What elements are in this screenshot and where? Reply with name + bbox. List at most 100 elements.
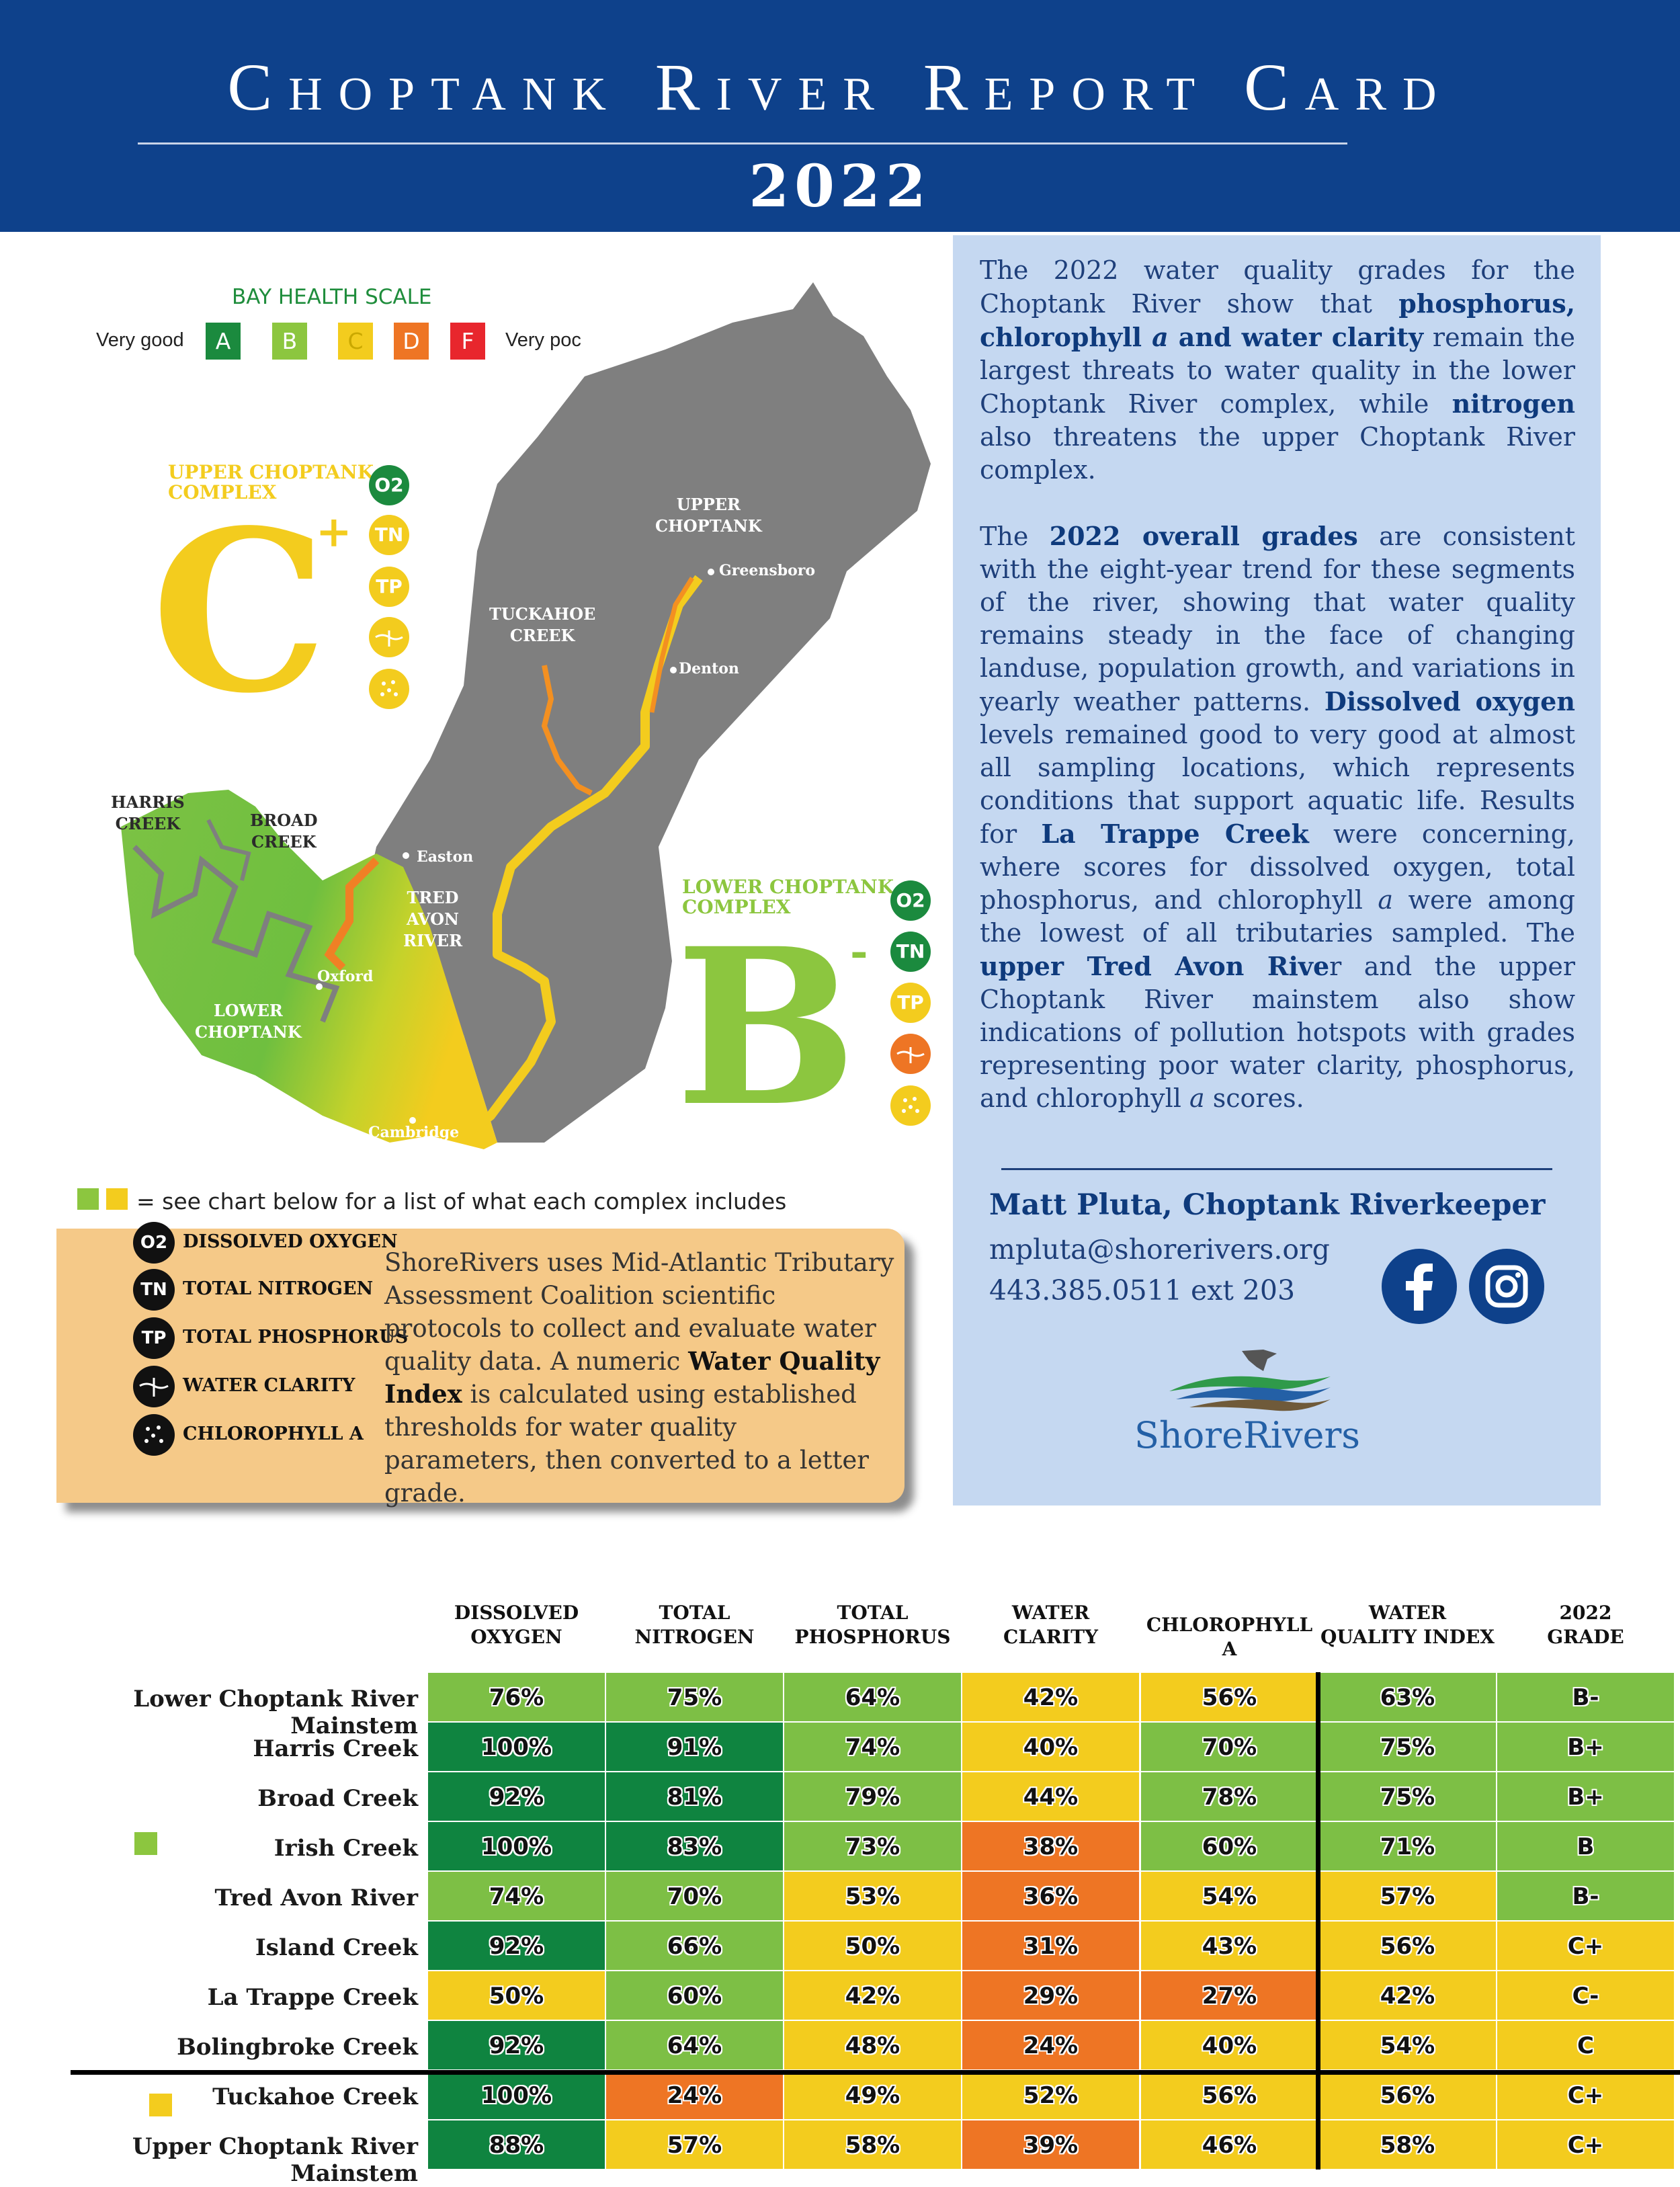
table-divider-horizontal (71, 2070, 1680, 2075)
table-lower-complex-swatch (134, 1832, 157, 1855)
table-cell: 60% (1140, 1821, 1318, 1871)
table-cell: 81% (605, 1772, 784, 1821)
table-cell: 42% (784, 1971, 962, 2020)
map-label-harris: HARRIS CREEK (111, 792, 185, 833)
shorerivers-logo-icon (1169, 1350, 1331, 1411)
watershed-map (121, 282, 931, 1149)
table-cell: 100% (427, 1722, 605, 1772)
contact-name: Matt Pluta, Choptank Riverkeeper (989, 1188, 1546, 1222)
tred-avon-river (324, 857, 380, 971)
legend-water-clarity-icon (133, 1366, 175, 1407)
lower-tp-icon: TP (890, 983, 931, 1023)
scale-title: BAY HEALTH SCALE (232, 285, 432, 309)
table-cell: 73% (784, 1821, 962, 1871)
table-cell: 48% (784, 2020, 962, 2070)
upper-chlorophyll-icon (369, 669, 409, 709)
lower-chlorophyll-icon (890, 1085, 931, 1126)
table-cell: 53% (784, 1871, 962, 1921)
scale-grade-c: C (338, 323, 373, 360)
table-cell: 36% (962, 1871, 1140, 1921)
table-cell: 92% (427, 1921, 605, 1971)
table-row-label: Tred Avon River (214, 1885, 418, 1911)
upper-water-clarity-icon (369, 617, 409, 657)
facebook-icon[interactable] (1382, 1249, 1457, 1324)
table-cell: 39% (962, 2120, 1140, 2170)
table-cell: 56% (1140, 1672, 1318, 1722)
table-cell: 31% (962, 1921, 1140, 1971)
legend-label-tp: TOTAL PHOSPHORUS (183, 1327, 409, 1348)
table-header-2: TOTAL PHOSPHORUS (794, 1602, 951, 1648)
choptank-river (460, 575, 703, 1140)
scale-grade-d: D (394, 323, 429, 360)
legend-label-clarity: WATER CLARITY (183, 1375, 355, 1396)
table-cell: 71% (1318, 1821, 1497, 1871)
table-cell: 50% (784, 1921, 962, 1971)
table-cell: 52% (962, 2070, 1140, 2120)
upper-complex-modifier: + (316, 507, 352, 557)
table-row-label: Upper Choptank River Mainstem (132, 2133, 418, 2187)
intro-paragraph-2: The 2022 overall grades are consistent w… (980, 521, 1575, 1113)
legend-description: ShoreRivers uses Mid-Atlantic Tributary … (384, 1248, 894, 1508)
table-cell: 74% (784, 1722, 962, 1772)
key-green-swatch (77, 1188, 99, 1210)
table-cell: 54% (1318, 2020, 1497, 2070)
legend-label-do: DISSOLVED OXYGEN (183, 1231, 398, 1252)
report-year: 2022 (749, 153, 931, 220)
table-header-5: WATER QUALITY INDEX (1320, 1602, 1495, 1648)
upper-o2-icon: O2 (369, 465, 409, 505)
table-row-label: Tuckahoe Creek (212, 2083, 418, 2110)
table-cell: 64% (605, 2020, 784, 2070)
table-divider-vertical (1316, 1672, 1320, 2170)
table-cell: 57% (605, 2120, 784, 2170)
table-cell: 58% (784, 2120, 962, 2170)
table-cell: 42% (1318, 1971, 1497, 2020)
lower-water-clarity-icon (890, 1034, 931, 1074)
legend-chlorophyll-icon (133, 1414, 175, 1456)
table-cell: 66% (605, 1921, 784, 1971)
scale-left-label: Very good (96, 329, 184, 351)
table-row-label: Harris Creek (253, 1735, 418, 1762)
lower-o2-icon: O2 (890, 880, 931, 921)
table-cell: 60% (605, 1971, 784, 2020)
table-cell: 38% (962, 1821, 1140, 1871)
table-cell: B (1497, 1821, 1675, 1871)
table-header-0: DISSOLVED OXYGEN (454, 1602, 579, 1648)
table-cell: 92% (427, 1772, 605, 1821)
table-cell: B- (1497, 1871, 1675, 1921)
legend-tp-icon: TP (133, 1317, 175, 1359)
table-cell: 27% (1140, 1971, 1318, 2020)
table-header-6: 2022 GRADE (1547, 1602, 1624, 1648)
table-cell: 79% (784, 1772, 962, 1821)
table-cell: 75% (1318, 1722, 1497, 1772)
map-label-broad: BROAD CREEK (250, 811, 318, 852)
lower-tn-icon: TN (890, 932, 931, 972)
town-oxford: Oxford (317, 968, 374, 985)
scale-grade-a: A (206, 323, 241, 360)
table-cell: 40% (962, 1722, 1140, 1772)
header-divider (138, 142, 1347, 145)
table-cell: 58% (1318, 2120, 1497, 2170)
table-cell: 74% (427, 1871, 605, 1921)
table-cell: C+ (1497, 1921, 1675, 1971)
instagram-icon[interactable] (1469, 1249, 1544, 1324)
table-cell: 57% (1318, 1871, 1497, 1921)
table-cell: 40% (1140, 2020, 1318, 2070)
table-cell: C- (1497, 1971, 1675, 2020)
table-cell: 50% (427, 1971, 605, 2020)
town-denton: Denton (679, 660, 739, 677)
table-row-label: Island Creek (255, 1934, 418, 1961)
scale-grade-b: B (272, 323, 307, 360)
table-cell: 54% (1140, 1871, 1318, 1921)
table-cell: B- (1497, 1672, 1675, 1722)
contact-email[interactable]: mpluta@shorerivers.org (989, 1233, 1330, 1266)
table-cell: 76% (427, 1672, 605, 1722)
legend-box (56, 1229, 905, 1503)
table-cell: 44% (962, 1772, 1140, 1821)
table-cell: B+ (1497, 1772, 1675, 1821)
table-cell: 92% (427, 2020, 605, 2070)
upper-complex-grade: C (151, 481, 328, 742)
table-header-1: TOTAL NITROGEN (634, 1602, 755, 1648)
table-cell: 100% (427, 2070, 605, 2120)
lower-complex-name: LOWER CHOPTANK COMPLEX (682, 876, 894, 918)
table-cell: 75% (605, 1672, 784, 1722)
